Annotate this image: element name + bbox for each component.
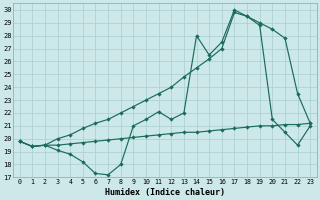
X-axis label: Humidex (Indice chaleur): Humidex (Indice chaleur)	[105, 188, 225, 197]
